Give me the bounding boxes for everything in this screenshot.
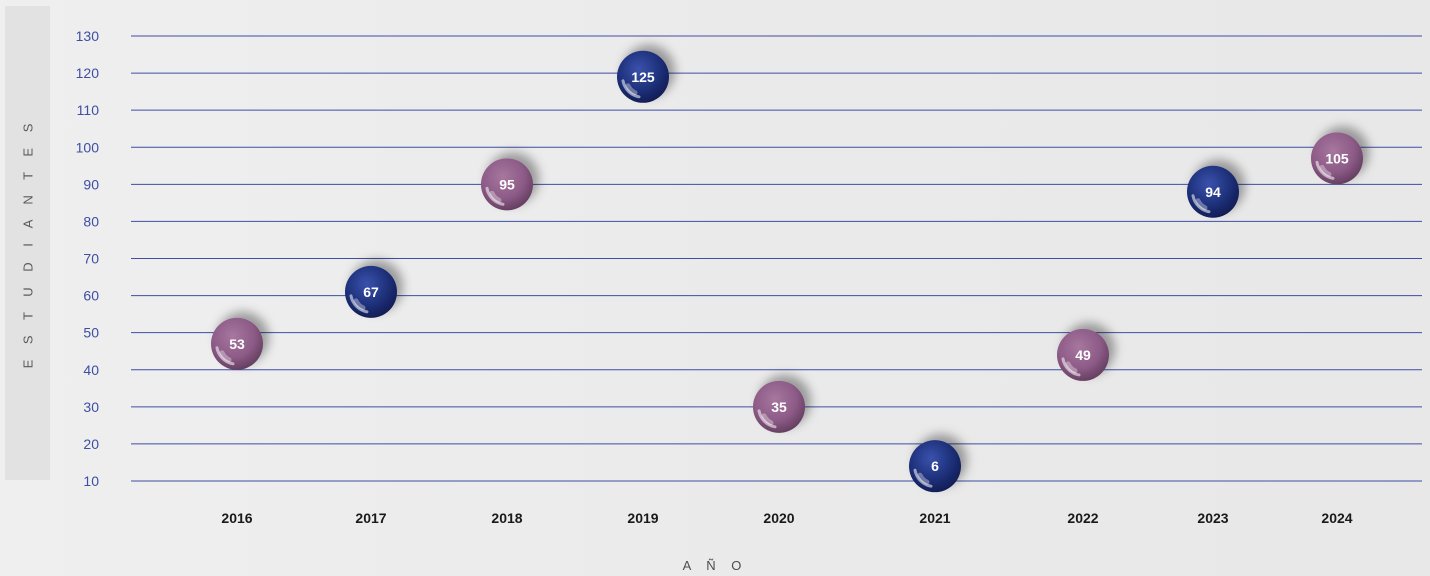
data-points: 53 67 95 125 35 6 49 94 105 bbox=[211, 50, 1363, 493]
point-highlight bbox=[1061, 357, 1081, 377]
y-tick-label: 100 bbox=[76, 139, 100, 155]
point-highlight bbox=[219, 350, 232, 363]
data-point-2018: 95 bbox=[481, 158, 533, 211]
y-tick-label: 60 bbox=[83, 288, 99, 304]
point-highlight bbox=[1065, 361, 1078, 374]
x-tick-label: 2016 bbox=[221, 510, 252, 526]
point-label: 53 bbox=[229, 336, 245, 352]
point-highlight bbox=[485, 186, 505, 206]
y-tick-labels: 130 120 110 100 90 80 70 60 50 40 30 20 10 bbox=[76, 28, 100, 489]
point-marker bbox=[753, 380, 805, 433]
y-tick-label: 120 bbox=[76, 65, 100, 81]
point-highlight bbox=[1315, 160, 1335, 180]
point-marker bbox=[481, 158, 533, 211]
data-point-2016: 53 bbox=[211, 317, 263, 370]
point-marker bbox=[1311, 132, 1363, 185]
point-label: 49 bbox=[1075, 347, 1091, 363]
x-tick-label: 2023 bbox=[1197, 510, 1228, 526]
point-highlight bbox=[625, 83, 638, 96]
point-highlight bbox=[489, 190, 502, 203]
y-tick-label: 30 bbox=[83, 399, 99, 415]
y-tick-label: 90 bbox=[83, 176, 99, 192]
data-point-2024: 105 bbox=[1311, 132, 1363, 185]
point-label: 6 bbox=[931, 458, 939, 474]
x-tick-label: 2020 bbox=[763, 510, 794, 526]
point-marker bbox=[1187, 165, 1239, 218]
x-axis-title: A Ñ O bbox=[682, 558, 748, 573]
data-point-2019: 125 bbox=[617, 50, 669, 103]
point-marker bbox=[909, 440, 961, 493]
point-highlight bbox=[215, 346, 235, 366]
x-tick-labels: 2016 2017 2018 2019 2020 2021 2022 2023 2024 bbox=[221, 510, 1352, 526]
x-tick-label: 2022 bbox=[1067, 510, 1098, 526]
data-point-2022: 49 bbox=[1057, 328, 1109, 381]
y-tick-label: 130 bbox=[76, 28, 100, 44]
data-point-2023: 94 bbox=[1187, 165, 1239, 218]
x-tick-label: 2018 bbox=[491, 510, 522, 526]
point-highlight bbox=[1191, 194, 1211, 214]
point-marker bbox=[1057, 328, 1109, 381]
point-highlight bbox=[913, 468, 933, 488]
point-label: 67 bbox=[363, 284, 379, 300]
x-tick-label: 2024 bbox=[1321, 510, 1352, 526]
y-tick-label: 50 bbox=[83, 325, 99, 341]
point-label: 94 bbox=[1205, 184, 1221, 200]
point-highlight bbox=[349, 294, 369, 314]
point-label: 35 bbox=[771, 399, 787, 415]
data-point-2021: 6 bbox=[909, 440, 961, 493]
x-tick-label: 2021 bbox=[919, 510, 950, 526]
point-highlight bbox=[757, 409, 777, 429]
point-highlight bbox=[1319, 164, 1332, 177]
y-tick-label: 20 bbox=[83, 436, 99, 452]
y-tick-label: 40 bbox=[83, 362, 99, 378]
y-tick-label: 70 bbox=[83, 251, 99, 267]
point-marker bbox=[211, 317, 263, 370]
data-point-2017: 67 bbox=[345, 265, 397, 318]
y-axis-title-panel: E S T U D I A N T E S bbox=[5, 6, 50, 480]
point-highlight bbox=[353, 298, 366, 311]
point-highlight bbox=[621, 79, 641, 99]
y-tick-label: 10 bbox=[83, 473, 99, 489]
data-point-2020: 35 bbox=[753, 380, 805, 433]
point-highlight bbox=[1195, 198, 1208, 211]
point-highlight bbox=[917, 472, 930, 485]
point-label: 105 bbox=[1325, 150, 1349, 166]
y-tick-label: 80 bbox=[83, 213, 99, 229]
x-tick-label: 2019 bbox=[627, 510, 658, 526]
y-tick-label: 110 bbox=[77, 102, 100, 118]
x-tick-label: 2017 bbox=[355, 510, 386, 526]
point-marker bbox=[345, 265, 397, 318]
point-marker bbox=[617, 50, 669, 103]
point-highlight bbox=[761, 413, 774, 426]
point-label: 95 bbox=[499, 176, 515, 192]
point-label: 125 bbox=[631, 69, 655, 85]
